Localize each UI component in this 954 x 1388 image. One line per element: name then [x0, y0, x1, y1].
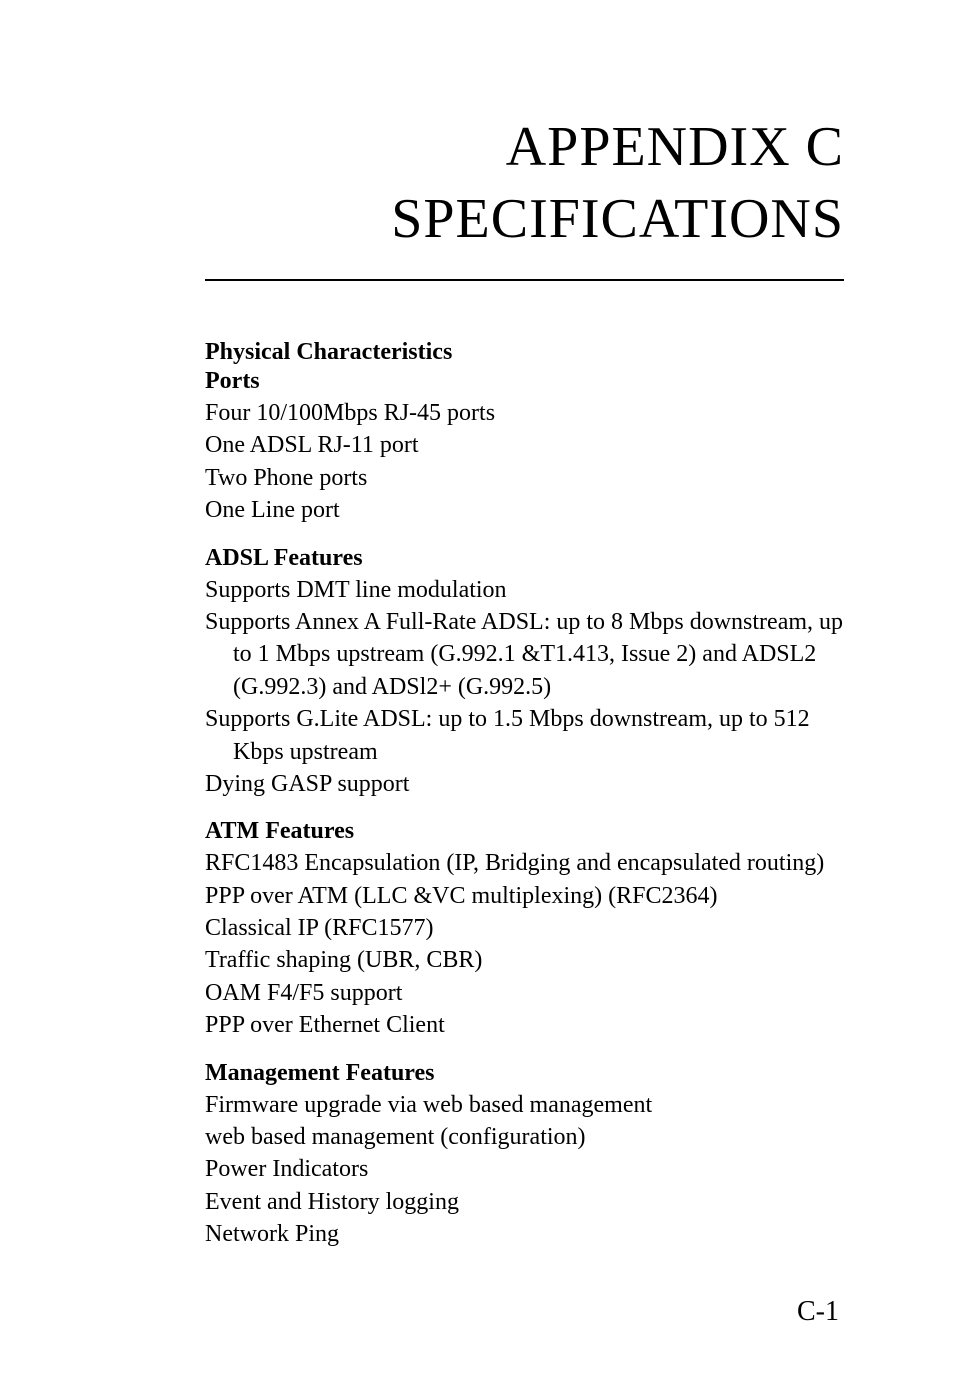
- body-line: Dying GASP support: [205, 768, 844, 800]
- body-line: Four 10/100Mbps RJ-45 ports: [205, 397, 844, 429]
- body-line: One Line port: [205, 494, 844, 526]
- body-line: Classical IP (RFC1577): [205, 912, 844, 944]
- chapter-subtitle: SPECIFICATIONS: [205, 187, 844, 251]
- body-line: OAM F4/F5 support: [205, 977, 844, 1009]
- page-number: C-1: [797, 1296, 839, 1328]
- body-line: web based management (configuration): [205, 1121, 844, 1153]
- body-line: Two Phone ports: [205, 462, 844, 494]
- page-container: APPENDIX C SPECIFICATIONS Physical Chara…: [0, 0, 954, 1388]
- horizontal-rule: [205, 279, 844, 281]
- sub-heading-atm: ATM Features: [205, 818, 844, 845]
- body-line: Network Ping: [205, 1218, 844, 1250]
- sub-heading-ports: Ports: [205, 368, 844, 395]
- body-line: Traffic shaping (UBR, CBR): [205, 944, 844, 976]
- body-line: Power Indicators: [205, 1153, 844, 1185]
- body-line: One ADSL RJ-11 port: [205, 429, 844, 461]
- sub-heading-adsl: ADSL Features: [205, 545, 844, 572]
- body-line: Supports DMT line modulation: [205, 574, 844, 606]
- body-line: Supports G.Lite ADSL: up to 1.5 Mbps dow…: [205, 703, 844, 768]
- body-line: Supports Annex A Full-Rate ADSL: up to 8…: [205, 606, 844, 703]
- section-heading-physical: Physical Characteristics: [205, 339, 844, 366]
- sub-heading-management: Management Features: [205, 1060, 844, 1087]
- chapter-title: APPENDIX C: [205, 115, 844, 179]
- body-line: Event and History logging: [205, 1186, 844, 1218]
- body-line: Firmware upgrade via web based managemen…: [205, 1089, 844, 1121]
- body-line: PPP over Ethernet Client: [205, 1009, 844, 1041]
- body-line: PPP over ATM (LLC &VC multiplexing) (RFC…: [205, 880, 844, 912]
- body-line: RFC1483 Encapsulation (IP, Bridging and …: [205, 847, 844, 879]
